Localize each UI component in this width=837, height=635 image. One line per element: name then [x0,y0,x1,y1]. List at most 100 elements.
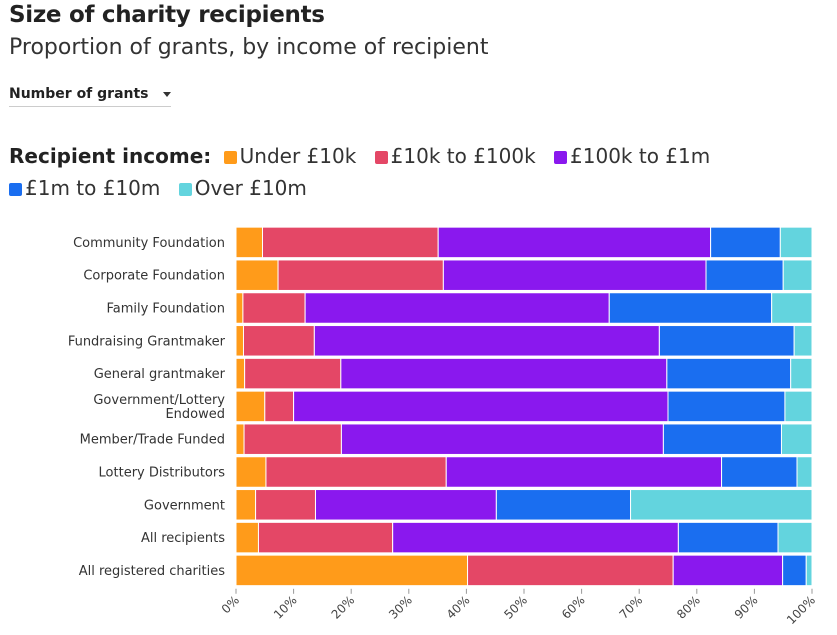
bar-segment-all-recipients-under-10k[interactable] [235,521,259,554]
bar-segment-all-recipients-over-10m[interactable] [777,521,813,554]
y-tick-label: General grantmaker [94,367,226,382]
y-tick-label-line: Lottery Distributors [99,466,226,481]
bar-segment-corporate-foundation-over-10m[interactable] [782,259,813,291]
bar-segment-fundraising-grantmaker-under-10k[interactable] [235,325,244,357]
x-tick-label: 60% [559,593,588,622]
bar-segment-lottery-distributors-10k-to-100k[interactable] [265,456,447,488]
legend-item-10k-to-100k[interactable]: £10k to £100k [374,140,536,172]
bar-segment-fundraising-grantmaker-100k-to-1m[interactable] [313,325,660,357]
y-tick-label: Lottery Distributors [99,466,226,481]
legend-swatch-1m-to-10m [9,183,22,196]
x-tick-label: 10% [271,593,300,622]
x-tick-label: 80% [674,593,703,622]
legend-swatch-100k-to-1m [554,151,568,164]
bar-segment-community-foundation-10k-to-100k[interactable] [262,226,439,259]
bar-segment-government-100k-to-1m[interactable] [314,489,497,521]
bar-segment-corporate-foundation-under-10k[interactable] [235,259,279,291]
legend-label-100k-to-1m: £100k to £1m [570,144,711,168]
bar-segment-all-recipients-1m-to-10m[interactable] [677,521,779,554]
x-tick-label: 100% [784,593,818,627]
bar-segment-lottery-distributors-1m-to-10m[interactable] [721,456,798,488]
x-tick-label: 20% [329,593,358,622]
bar-segment-family-foundation-under-10k[interactable] [235,292,244,324]
bar-segment-lottery-distributors-over-10m[interactable] [796,456,813,488]
bar-segment-member-trade-funded-over-10m[interactable] [780,423,813,455]
bar-segment-general-grantmaker-1m-to-10m[interactable] [666,357,792,390]
legend-label-under-10k: Under £10k [239,144,357,168]
bar-segment-government-lottery-endowed-1m-to-10m[interactable] [667,390,786,423]
x-tick-label: 70% [617,593,646,622]
bar-segment-government-lottery-endowed-100k-to-1m[interactable] [293,390,669,423]
y-tick-label: All recipients [141,531,225,546]
bar-segment-corporate-foundation-10k-to-100k[interactable] [277,259,444,291]
bar-segment-member-trade-funded-1m-to-10m[interactable] [662,423,782,455]
bar-segment-member-trade-funded-100k-to-1m[interactable] [340,423,664,455]
legend-label-1m-to-10m: £1m to £10m [25,176,161,200]
x-tick-label: 40% [444,593,473,622]
legend-item-1m-to-10m[interactable]: £1m to £10m [9,172,160,204]
legend-item-100k-to-1m[interactable]: £100k to £1m [554,140,710,172]
bar-segment-fundraising-grantmaker-10k-to-100k[interactable] [242,325,315,357]
y-tick-label-line: Community Foundation [73,236,225,251]
bar-segment-government-lottery-endowed-10k-to-100k[interactable] [264,390,295,423]
x-tick-label: 30% [386,593,415,622]
bar-segment-government-under-10k[interactable] [235,489,257,521]
bar-segment-government-over-10m[interactable] [630,489,813,521]
bar-segment-government-1m-to-10m[interactable] [495,489,632,521]
y-tick-label-line: Corporate Foundation [83,269,225,284]
bar-segment-family-foundation-10k-to-100k[interactable] [242,292,306,324]
measure-dropdown-label: Number of grants [9,86,149,102]
x-tick-label: 0% [219,593,242,616]
bar-segment-lottery-distributors-under-10k[interactable] [235,456,267,488]
y-tick-label: Government/Lottery Endowed [93,393,225,422]
legend-label-10k-to-100k: £10k to £100k [390,144,536,168]
y-tick-label-line: Fundraising Grantmaker [68,334,226,349]
bar-segment-all-registered-charities-10k-to-100k[interactable] [467,554,674,587]
bar-segment-all-recipients-100k-to-1m[interactable] [392,521,679,554]
chevron-down-icon [162,92,171,97]
bar-segment-general-grantmaker-over-10m[interactable] [790,357,813,390]
measure-dropdown[interactable]: Number of grants [9,86,171,107]
legend: Recipient income: Under £10k £10k to £10… [9,140,749,204]
legend-item-over-10m[interactable]: Over £10m [178,172,307,204]
y-tick-label-line: Endowed [165,407,225,422]
bar-segment-corporate-foundation-100k-to-1m[interactable] [442,259,707,291]
bar-segment-all-registered-charities-1m-to-10m[interactable] [782,554,807,587]
y-tick-label-line: All recipients [141,531,225,546]
bar-segment-family-foundation-1m-to-10m[interactable] [608,292,773,324]
y-tick-label: Government [144,498,225,513]
bar-segment-community-foundation-100k-to-1m[interactable] [437,226,712,259]
legend-swatch-10k-to-100k [374,151,388,164]
bar-segment-community-foundation-over-10m[interactable] [779,226,813,259]
bar-segment-community-foundation-1m-to-10m[interactable] [710,226,781,259]
y-tick-label: Corporate Foundation [83,269,225,284]
legend-swatch-under-10k [223,151,237,164]
bar-segment-fundraising-grantmaker-1m-to-10m[interactable] [658,325,795,357]
bar-segment-all-recipients-10k-to-100k[interactable] [257,521,394,554]
bar-segment-family-foundation-100k-to-1m[interactable] [304,292,610,324]
bar-segment-all-registered-charities-over-10m[interactable] [805,554,813,587]
bar-segment-family-foundation-over-10m[interactable] [771,292,813,324]
bar-segment-lottery-distributors-100k-to-1m[interactable] [445,456,723,488]
bar-segment-member-trade-funded-10k-to-100k[interactable] [243,423,342,455]
x-tick-label: 50% [501,593,530,622]
bar-segment-corporate-foundation-1m-to-10m[interactable] [705,259,784,291]
bar-segment-all-registered-charities-under-10k[interactable] [235,554,469,587]
bar-segment-general-grantmaker-under-10k[interactable] [235,357,246,390]
y-tick-label-line: Family Foundation [106,302,225,317]
chart-title: Size of charity recipients [9,2,325,28]
bar-segment-all-registered-charities-100k-to-1m[interactable] [672,554,784,587]
bar-segment-government-lottery-endowed-under-10k[interactable] [235,390,266,423]
legend-item-under-10k[interactable]: Under £10k [223,140,357,172]
bar-segment-government-lottery-endowed-over-10m[interactable] [784,390,813,423]
bar-segment-government-10k-to-100k[interactable] [255,489,316,521]
bar-segment-community-foundation-under-10k[interactable] [235,226,263,259]
y-tick-label: All registered charities [79,564,225,579]
x-tick-label: 90% [732,593,761,622]
bar-segment-member-trade-funded-under-10k[interactable] [235,423,245,455]
bar-segment-fundraising-grantmaker-over-10m[interactable] [793,325,813,357]
bar-segment-general-grantmaker-100k-to-1m[interactable] [340,357,668,390]
legend-title: Recipient income: [9,144,212,168]
bar-segment-general-grantmaker-10k-to-100k[interactable] [244,357,342,390]
